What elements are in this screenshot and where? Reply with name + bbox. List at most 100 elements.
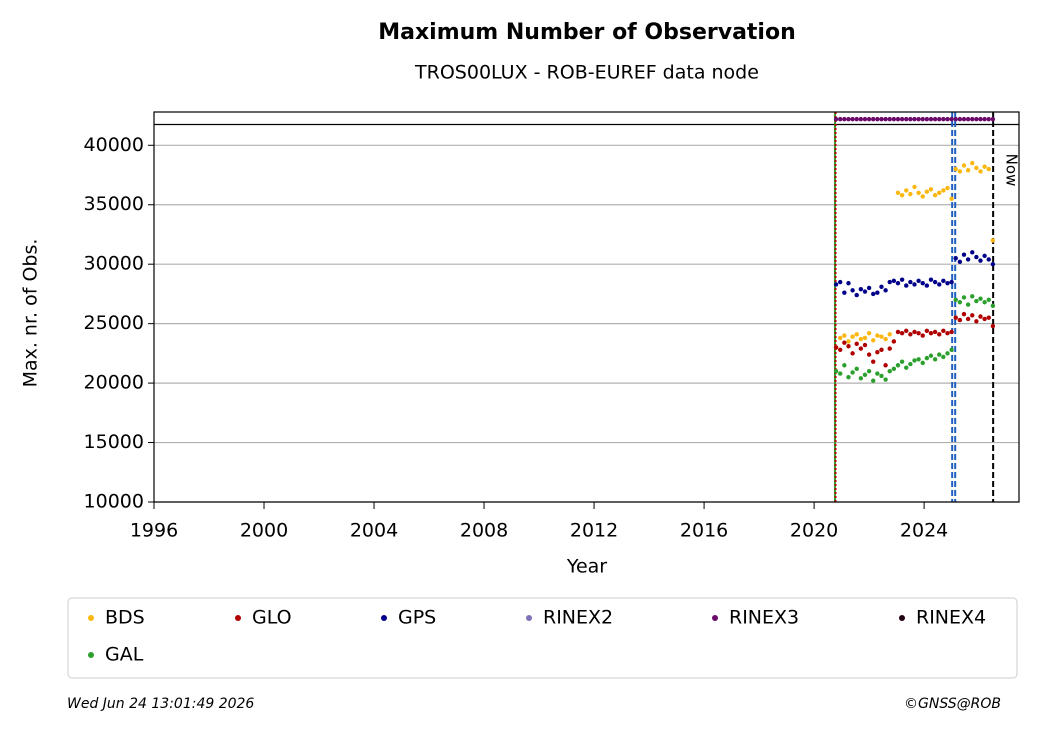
y-tick-label: 35000 <box>84 193 144 215</box>
data-point <box>965 316 971 322</box>
data-point <box>862 372 868 377</box>
data-point <box>883 336 888 342</box>
data-point <box>891 339 897 344</box>
data-point <box>924 283 930 288</box>
data-point <box>957 300 963 305</box>
data-point <box>928 277 934 282</box>
data-point <box>879 373 884 379</box>
data-point <box>920 116 925 122</box>
data-point <box>941 328 946 333</box>
data-point <box>937 332 942 337</box>
data-point <box>838 116 843 122</box>
data-point <box>838 279 843 285</box>
data-point <box>949 329 954 335</box>
data-point <box>908 332 913 337</box>
data-point <box>862 116 868 122</box>
x-tick-label: 2016 <box>680 520 728 542</box>
data-point <box>986 116 991 122</box>
data-point <box>887 346 892 351</box>
data-point <box>866 285 872 291</box>
data-point <box>982 253 987 259</box>
data-point <box>850 351 855 356</box>
data-point <box>871 338 876 343</box>
data-point <box>937 116 942 122</box>
data-point <box>912 329 917 335</box>
data-point <box>961 116 967 122</box>
data-point <box>854 116 859 122</box>
data-point <box>842 290 847 295</box>
data-point <box>875 290 880 295</box>
legend-marker <box>88 652 94 658</box>
data-point <box>858 286 864 292</box>
data-point <box>904 283 909 288</box>
legend-label: BDS <box>105 607 145 629</box>
chart-subtitle: TROS00LUX - ROB-EUREF data node <box>414 62 759 84</box>
data-point <box>949 196 954 201</box>
data-point <box>957 169 963 174</box>
data-point <box>846 281 851 286</box>
chart-title: Maximum Number of Observation <box>378 20 796 45</box>
data-point <box>879 116 884 122</box>
data-point <box>879 334 884 339</box>
data-point <box>990 261 996 267</box>
data-point <box>949 116 954 122</box>
y-tick-label: 10000 <box>84 491 144 513</box>
data-point <box>924 355 930 361</box>
data-point <box>986 297 991 303</box>
data-point <box>965 168 971 173</box>
data-point <box>899 359 905 364</box>
data-point <box>978 296 983 301</box>
data-point <box>920 281 925 286</box>
footer-credit: ©GNSS@ROB <box>904 696 1001 712</box>
data-point <box>924 116 930 122</box>
data-point <box>833 369 839 374</box>
data-point <box>879 347 884 353</box>
data-point <box>850 116 855 122</box>
data-point <box>916 190 921 196</box>
legend-label: RINEX2 <box>543 607 613 629</box>
x-tick-label: 2020 <box>790 520 838 542</box>
legend-box <box>67 597 1018 679</box>
x-tick-label: 2024 <box>900 520 948 542</box>
legend-label: RINEX3 <box>729 607 799 629</box>
data-point <box>895 190 901 196</box>
data-point <box>970 116 975 122</box>
data-point <box>908 191 913 197</box>
marker-label: Now <box>1003 154 1021 187</box>
legend-marker <box>712 615 718 621</box>
legend-marker <box>235 615 241 621</box>
data-point <box>945 330 950 336</box>
data-point <box>875 371 880 376</box>
data-point <box>937 190 942 196</box>
y-tick-label: 15000 <box>84 431 144 453</box>
data-point <box>895 281 901 286</box>
data-point <box>932 279 938 285</box>
data-point <box>928 353 934 358</box>
data-point <box>928 116 934 122</box>
x-tick-label: 2008 <box>460 520 508 542</box>
legend-marker <box>88 615 94 621</box>
data-point <box>899 277 905 282</box>
data-point <box>899 330 905 336</box>
data-point <box>986 166 991 172</box>
data-point <box>838 335 843 341</box>
y-axis-label: Max. nr. of Obs. <box>20 239 42 388</box>
data-point <box>875 333 880 338</box>
data-point <box>982 116 987 122</box>
data-point <box>846 339 851 344</box>
data-point <box>937 282 942 287</box>
data-point <box>866 116 872 122</box>
data-point <box>862 289 868 294</box>
data-point <box>932 329 938 335</box>
data-point <box>912 358 917 363</box>
data-point <box>887 279 892 285</box>
data-point <box>854 341 859 347</box>
data-point <box>982 316 987 322</box>
data-point <box>928 187 934 192</box>
data-point <box>945 281 950 286</box>
data-point <box>978 169 983 174</box>
data-point <box>949 347 954 353</box>
data-point <box>862 335 868 341</box>
data-point <box>854 332 859 337</box>
